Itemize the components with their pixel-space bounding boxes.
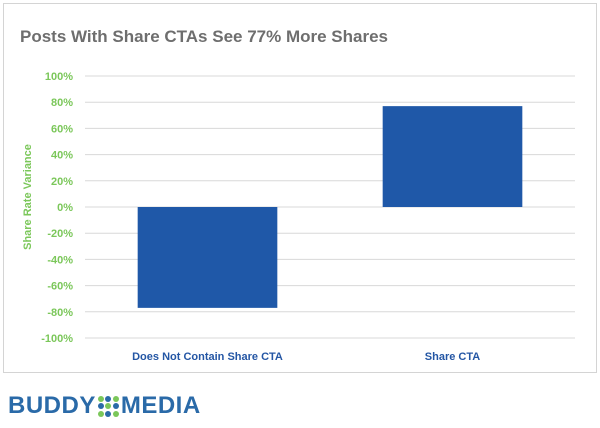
logo-dot bbox=[105, 395, 112, 402]
y-tick-label: -20% bbox=[47, 228, 73, 240]
buddy-media-logo: BUDDY MEDIA bbox=[8, 391, 201, 421]
y-axis-ticks: 100% 80% 60% 40% 20% 0% -20% -40% -60% -80% -100% bbox=[41, 71, 73, 345]
logo-text-right: MEDIA bbox=[120, 392, 201, 419]
logo-dot bbox=[97, 410, 104, 417]
bar-chart: 100%80%60%40%20%0%-20%-40%-60%-80%-100% … bbox=[41, 71, 575, 363]
y-tick-label: 60% bbox=[51, 123, 73, 135]
logo-dot bbox=[97, 403, 104, 409]
y-tick-label: 40% bbox=[51, 150, 73, 162]
logo-dots-icon bbox=[97, 395, 119, 417]
logo-text-left: BUDDY bbox=[8, 392, 96, 419]
logo-dot bbox=[97, 395, 104, 402]
bar bbox=[137, 207, 278, 308]
y-tick-label: -80% bbox=[47, 307, 73, 319]
x-tick-label: Share CTA bbox=[425, 351, 480, 363]
logo-dot bbox=[105, 403, 112, 409]
logo-dot bbox=[105, 410, 112, 417]
bars bbox=[137, 106, 523, 308]
y-tick-label: -60% bbox=[47, 281, 73, 293]
y-tick-label: 100% bbox=[45, 71, 73, 83]
bar bbox=[382, 106, 523, 207]
x-tick-label: Does Not Contain Share CTA bbox=[132, 351, 283, 363]
chart-title: Posts With Share CTAs See 77% More Share… bbox=[20, 27, 388, 46]
logo-dot bbox=[112, 410, 119, 417]
y-tick-label: -40% bbox=[47, 254, 73, 266]
y-tick-label: 20% bbox=[51, 176, 73, 188]
y-tick-label: 0% bbox=[57, 202, 73, 214]
y-tick-label: -100% bbox=[41, 333, 73, 345]
logo-dot bbox=[112, 403, 119, 409]
y-tick-label: 80% bbox=[51, 97, 73, 109]
logo-dot bbox=[112, 395, 119, 402]
x-axis-ticks: Does Not Contain Share CTA Share CTA bbox=[132, 351, 480, 363]
